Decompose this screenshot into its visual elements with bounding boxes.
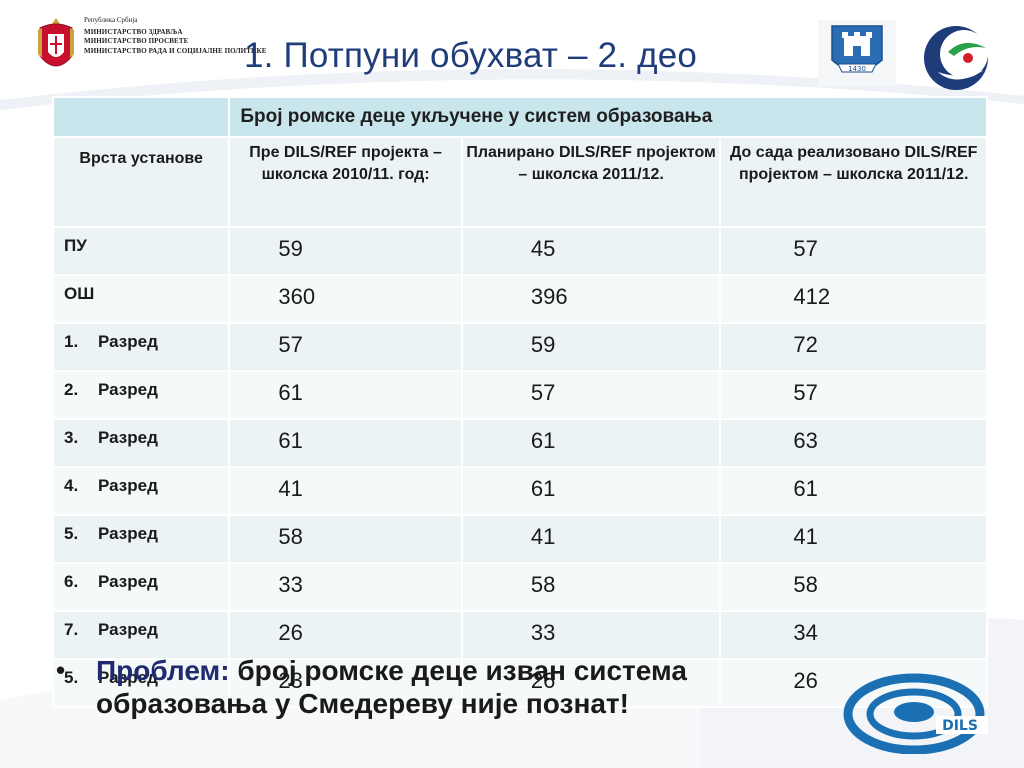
row-label: Разред	[98, 428, 158, 447]
value-cell: 61	[719, 466, 988, 516]
row-number: 7.	[64, 620, 79, 639]
row-number: 1.	[64, 332, 79, 351]
column-header: Планирано DILS/REF пројектом – школска 2…	[460, 136, 722, 228]
value-cell: 34	[719, 610, 988, 660]
value-cell: 61	[228, 418, 463, 468]
bullet-rest: број ромске деце изван система образовањ…	[96, 655, 687, 719]
table-row: 3. Разред 61 61 63	[51, 418, 988, 468]
bullet-lead: Проблем:	[96, 655, 230, 686]
table-row: 2. Разред 61 57 57	[51, 370, 988, 420]
dils-logo-text: DILS	[942, 718, 978, 734]
value-cell: 26	[460, 658, 722, 708]
row-label-cell: 6. Разред	[51, 562, 231, 612]
city-logo-year: 1430	[848, 65, 866, 73]
value-cell: 57	[228, 322, 463, 372]
table-row: 4. Разред 41 61 61	[51, 466, 988, 516]
row-number: 6.	[64, 572, 79, 591]
value-cell: 59	[460, 322, 722, 372]
bullet-text: Проблем: број ромске деце изван система …	[96, 654, 836, 720]
table-row: 5. Разред 58 41 41	[51, 514, 988, 564]
value-cell: 58	[228, 514, 463, 564]
value-cell: 57	[719, 370, 988, 420]
row-label: Разред	[98, 620, 158, 639]
row-label-cell: 5. Разред	[51, 658, 231, 708]
row-label-cell: ОШ	[51, 274, 231, 324]
value-cell: 41	[719, 514, 988, 564]
column-header-row: Врста установе Пре DILS/REF пројекта – ш…	[51, 136, 988, 228]
row-label-cell: 1. Разред	[51, 322, 231, 372]
row-number: 5.	[64, 524, 79, 543]
header: Република Србија МИНИСТАРСТВО ЗДРАВЉА МИ…	[0, 0, 1024, 96]
row-label: Разред	[98, 476, 158, 495]
ministry-line: МИНИСТАРСТВО ЗДРАВЉА	[84, 27, 183, 36]
bullet-dot: •	[56, 655, 66, 685]
value-cell: 59	[228, 226, 463, 276]
value-cell: 45	[460, 226, 722, 276]
value-cell: 33	[228, 562, 463, 612]
value-cell: 396	[460, 274, 722, 324]
row-label: Разред	[98, 524, 158, 543]
ministry-line: МИНИСТАРСТВО РАДА И СОЦИЈАЛНЕ ПОЛИТИКЕ	[84, 46, 267, 55]
ministry-line: МИНИСТАРСТВО ПРОСВЕТЕ	[84, 37, 189, 45]
row-number: 3.	[64, 428, 79, 447]
row-number: 2.	[64, 380, 79, 399]
data-table: Број ромске деце укључене у систем образ…	[51, 96, 988, 708]
value-cell: 61	[228, 370, 463, 420]
city-coat-of-arms-icon: 1430	[818, 20, 896, 86]
value-cell: 58	[460, 562, 722, 612]
row-label-cell: 5. Разред	[51, 514, 231, 564]
table-row: 6. Разред 33 58 58	[51, 562, 988, 612]
row-label: Разред	[98, 332, 158, 351]
value-cell: 26	[228, 610, 463, 660]
value-cell: 57	[460, 370, 722, 420]
row-label-cell: 7. Разред	[51, 610, 231, 660]
group-header-row: Број ромске деце укључене у систем образ…	[51, 96, 988, 138]
row-label: ПУ	[64, 236, 87, 255]
value-cell: 63	[719, 418, 988, 468]
row-label: Разред	[98, 572, 158, 591]
row-label: Разред	[98, 380, 158, 399]
value-cell: 33	[460, 610, 722, 660]
ministry-country: Република Србија	[84, 16, 138, 24]
dils-logo-icon: DILS	[843, 673, 988, 754]
row-label-cell: 4. Разред	[51, 466, 231, 516]
value-cell: 72	[719, 322, 988, 372]
ministry-block: Република Србија МИНИСТАРСТВО ЗДРАВЉА МИ…	[84, 16, 294, 56]
value-cell: 58	[719, 562, 988, 612]
value-cell: 61	[460, 418, 722, 468]
partner-round-logo-icon	[924, 26, 988, 90]
value-cell: 412	[719, 274, 988, 324]
row-label-cell: 3. Разред	[51, 418, 231, 468]
column-header: Врста установе	[51, 136, 231, 228]
value-cell: 41	[460, 514, 722, 564]
value-cell: 360	[228, 274, 463, 324]
page-title: 1. Потпуни обухват – 2. део	[244, 36, 698, 75]
row-label: ОШ	[64, 284, 95, 303]
value-cell: 61	[460, 466, 722, 516]
group-header-cell: Број ромске деце укључене у систем образ…	[228, 96, 988, 138]
row-label: Разред	[98, 668, 158, 687]
group-header-label: Број ромске деце укључене у систем образ…	[240, 106, 713, 127]
value-cell: 57	[719, 226, 988, 276]
value-cell: 41	[228, 466, 463, 516]
value-cell: 23	[228, 658, 463, 708]
serbian-crest-icon	[38, 18, 74, 67]
row-number: 4.	[64, 476, 79, 495]
group-header-empty-cell	[51, 96, 231, 138]
row-label-cell: 2. Разред	[51, 370, 231, 420]
table-row: ПУ 59 45 57	[51, 226, 988, 276]
table-row: 1. Разред 57 59 72	[51, 322, 988, 372]
table-row: ОШ 360 396 412	[51, 274, 988, 324]
column-header: Пре DILS/REF пројекта – школска 2010/11.…	[228, 136, 463, 228]
row-number: 5.	[64, 668, 79, 687]
bullet-item: • Проблем: број ромске деце изван систем…	[56, 654, 836, 720]
table-row: 5. Разред 23 26 26	[51, 658, 988, 708]
table-body: ПУ 59 45 57 ОШ 360 396 412 1. Разред 57 59 72 2. Разре…	[51, 226, 988, 708]
column-header: До сада реализовано DILS/REF пројектом –…	[719, 136, 988, 228]
table-row: 7. Разред 26 33 34	[51, 610, 988, 660]
row-label-cell: ПУ	[51, 226, 231, 276]
